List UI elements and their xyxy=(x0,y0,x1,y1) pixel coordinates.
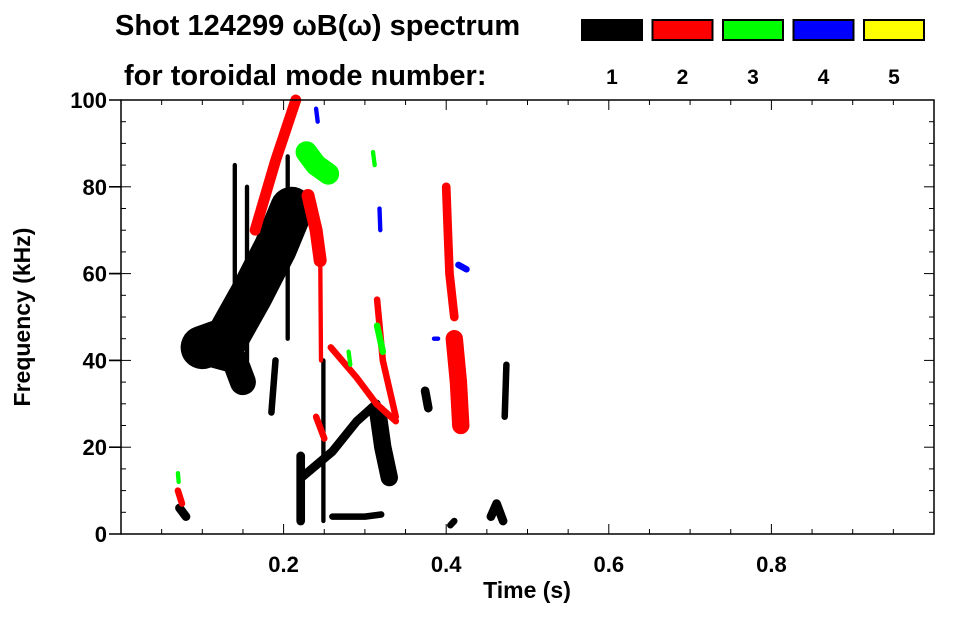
spectrum-feature-mode-1 xyxy=(297,399,381,482)
y-tick-label: 20 xyxy=(83,435,107,460)
spectrum-feature-mode-3 xyxy=(346,349,353,367)
legend-label-mode-2: 2 xyxy=(677,66,689,89)
legend-swatch-mode-5 xyxy=(863,19,925,41)
legend-swatch-mode-3 xyxy=(722,19,784,41)
spectrum-feature-mode-2 xyxy=(373,296,400,421)
y-tick-label: 0 xyxy=(95,522,107,547)
spectrum-feature-mode-1 xyxy=(329,511,385,520)
legend-label-mode-5: 5 xyxy=(888,66,900,89)
x-tick-label: 0.6 xyxy=(594,552,625,577)
legend-swatch-mode-4 xyxy=(792,19,855,41)
spectrum-marks xyxy=(174,94,510,529)
spectrum-feature-mode-2 xyxy=(174,487,186,507)
chart-subtitle: for toroidal mode number: xyxy=(124,60,487,92)
spectrum-feature-mode-1 xyxy=(420,386,433,413)
y-tick-label: 40 xyxy=(83,348,107,373)
chart-title: Shot 124299 ωB(ω) spectrum xyxy=(115,10,520,42)
spectrum-feature-mode-1 xyxy=(501,361,510,421)
y-tick-label: 60 xyxy=(83,262,107,287)
legend-swatch-mode-2 xyxy=(651,19,714,41)
spectrum-feature-mode-2 xyxy=(312,413,328,442)
spectrum-feature-mode-3 xyxy=(295,141,340,185)
axis-ticks: 0.2 0.4 0.6 0.8 0 20 40 60 80 100 xyxy=(70,88,934,577)
spectrum-feature-mode-1 xyxy=(180,186,314,370)
spectrum-feature-mode-4 xyxy=(455,261,470,273)
spectrum-feature-mode-2 xyxy=(441,182,459,322)
spectrum-feature-mode-1 xyxy=(175,503,191,521)
spectrum-feature-mode-2 xyxy=(327,344,400,425)
legend-label-mode-1: 1 xyxy=(606,66,618,89)
spectrum-feature-mode-4 xyxy=(313,106,320,124)
x-axis-label: Time (s) xyxy=(483,577,571,603)
spectrum-feature-mode-3 xyxy=(370,149,377,168)
spectrum-feature-mode-1 xyxy=(447,517,458,529)
spectrum-feature-mode-2 xyxy=(445,330,470,435)
x-tick-label: 0.8 xyxy=(756,552,787,577)
x-tick-label: 0.2 xyxy=(268,552,299,577)
spectrum-feature-mode-1 xyxy=(369,403,398,487)
spectrum-feature-mode-2 xyxy=(249,94,302,236)
spectrum-feature-mode-4 xyxy=(377,206,383,233)
y-tick-label: 100 xyxy=(70,88,107,113)
spectrum-feature-mode-1 xyxy=(189,338,256,396)
y-tick-label: 80 xyxy=(83,175,107,200)
legend-label-mode-4: 4 xyxy=(818,66,830,89)
legend-swatch-mode-1 xyxy=(581,19,643,41)
x-tick-label: 0.4 xyxy=(431,552,462,577)
spectrum-feature-mode-1 xyxy=(268,357,279,416)
spectrum-feature-mode-1 xyxy=(486,499,508,526)
legend: 1 2 3 4 5 xyxy=(581,19,925,89)
y-axis-label: Frequency (kHz) xyxy=(9,228,35,407)
legend-label-mode-3: 3 xyxy=(747,66,759,89)
spectrum-feature-mode-3 xyxy=(175,471,181,485)
spectrum-feature-mode-2 xyxy=(318,249,324,363)
spectrum-feature-mode-3 xyxy=(373,322,387,355)
